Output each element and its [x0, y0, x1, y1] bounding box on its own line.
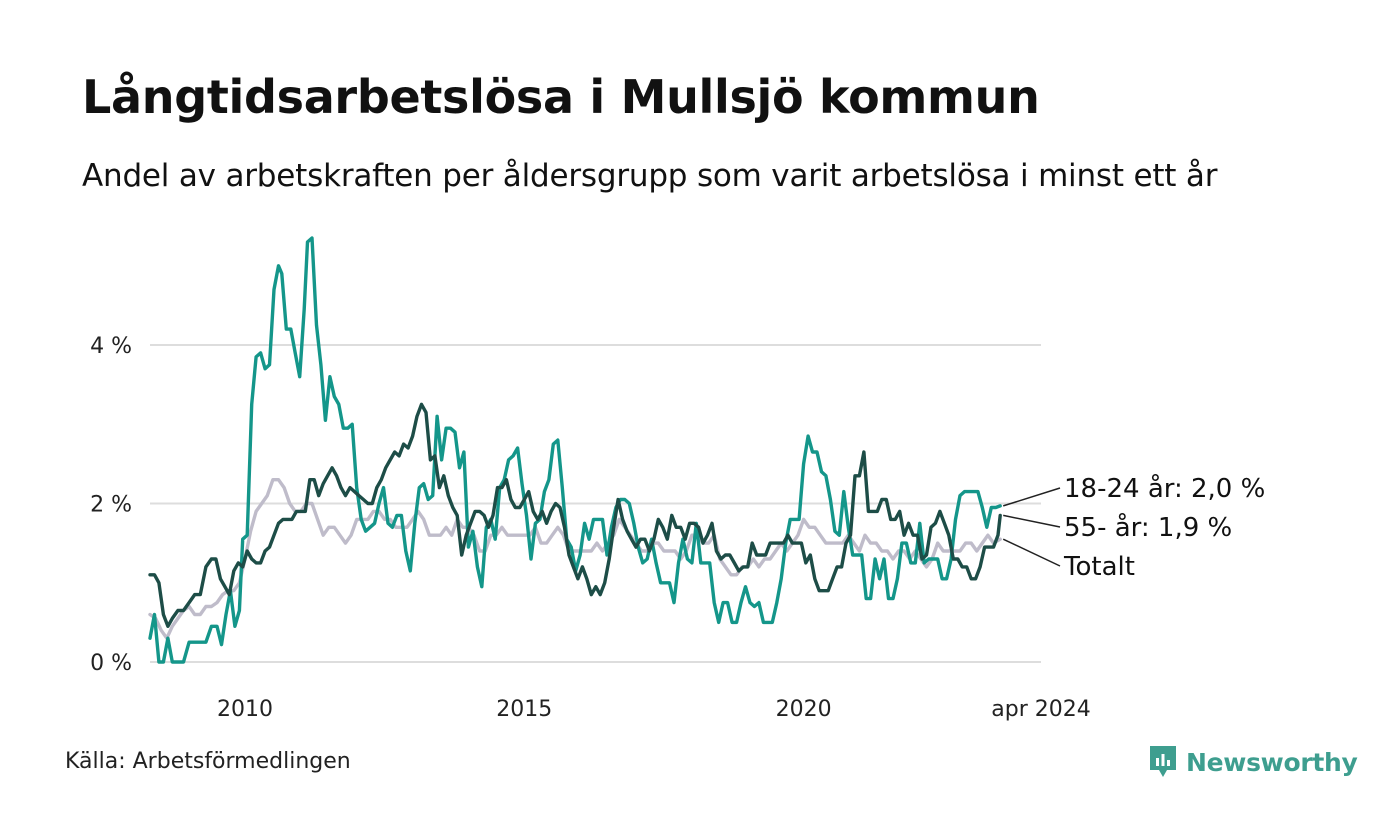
- chart-subtitle: Andel av arbetskraften per åldersgrupp s…: [82, 158, 1218, 194]
- y-axis: 0 % 2 % 4 %: [90, 334, 132, 676]
- series-line-total: [148, 478, 1002, 640]
- x-tick-label: 2015: [496, 697, 552, 722]
- y-tick-label: 2 %: [90, 493, 132, 518]
- y-tick-label: 4 %: [90, 334, 132, 359]
- x-axis: 2010 2015 2020 apr 2024: [217, 697, 1091, 722]
- series-lines: [148, 236, 1002, 664]
- x-tick-label: 2020: [776, 697, 832, 722]
- y-tick-label: 0 %: [90, 651, 132, 676]
- newsworthy-icon: [1150, 746, 1176, 777]
- leader-line-older: [1003, 514, 1061, 528]
- chart-title: Långtidsarbetslösa i Mullsjö kommun: [82, 70, 1040, 124]
- series-label-total: Totalt: [1063, 552, 1135, 582]
- x-tick-label: 2010: [217, 697, 273, 722]
- x-tick-label: apr 2024: [991, 697, 1090, 722]
- series-label-youth: 18-24 år: 2,0 %: [1064, 473, 1265, 504]
- grid-lines: [150, 344, 1041, 663]
- leader-line-youth: [1002, 487, 1061, 507]
- source-note: Källa: Arbetsförmedlingen: [65, 749, 351, 774]
- brand-name: Newsworthy: [1186, 747, 1358, 777]
- series-label-older: 55- år: 1,9 %: [1064, 512, 1232, 543]
- leader-line-total: [1002, 538, 1061, 567]
- series-line-older: [148, 402, 1002, 628]
- brand-logo: Newsworthy: [1148, 744, 1358, 780]
- series-line-youth: [148, 236, 1002, 664]
- end-labels: 18-24 år: 2,0 % 55- år: 1,9 % Totalt: [1002, 473, 1265, 582]
